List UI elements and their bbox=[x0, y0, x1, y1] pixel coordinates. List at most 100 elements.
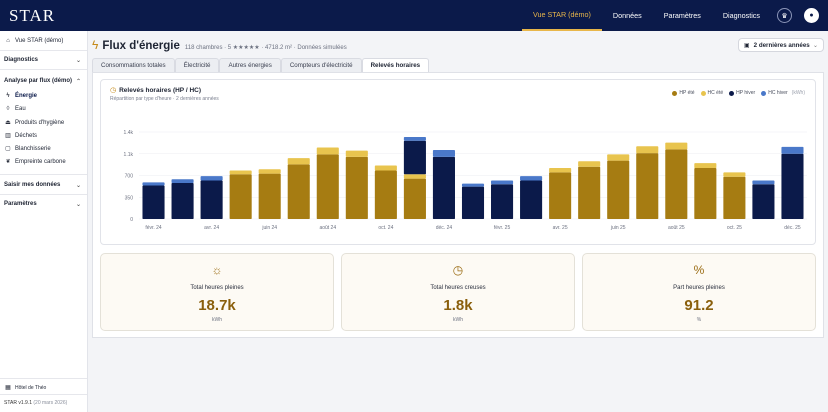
bar-segment bbox=[781, 153, 804, 219]
bar-segment bbox=[142, 185, 165, 219]
kpi-value: 1.8k bbox=[443, 297, 473, 314]
version-info: STAR v1.9.1 (20 mars 2026) bbox=[4, 400, 67, 406]
chevron-up-icon: ⌃ bbox=[75, 78, 81, 85]
sidebar-item-label: Énergie bbox=[15, 93, 38, 99]
chart-legend: HP été HC été HP hiver HC hiver (kWh) bbox=[666, 90, 805, 96]
bar-segment bbox=[403, 136, 426, 141]
sidebar-item-eau[interactable]: ◊ Eau bbox=[4, 106, 83, 112]
tab-electricite[interactable]: Électricité bbox=[174, 58, 220, 72]
sun-icon: ☼ bbox=[211, 263, 223, 277]
legend-label: HP été bbox=[679, 90, 695, 96]
bar-segment bbox=[345, 150, 368, 157]
bar-segment bbox=[578, 161, 601, 167]
calendar-icon: ▣ bbox=[744, 42, 750, 49]
kpi-value: 91.2 bbox=[684, 297, 714, 314]
section-label: Analyse par flux (démo) bbox=[4, 78, 73, 84]
sidebar-item-energie[interactable]: ϟ Énergie bbox=[4, 93, 83, 99]
bar-segment bbox=[520, 180, 543, 219]
app-logo[interactable]: STAR bbox=[9, 6, 56, 25]
legend-label: HC hiver bbox=[768, 90, 788, 96]
bar-segment bbox=[694, 163, 717, 169]
nav-diagnostics[interactable]: Diagnostics bbox=[722, 11, 760, 20]
sidebar-item-dechets[interactable]: ▥ Déchets bbox=[4, 132, 83, 140]
legend-item[interactable]: HC été bbox=[700, 90, 724, 96]
sidebar-item-blanchisserie[interactable]: ▢ Blanchisserie bbox=[4, 145, 83, 153]
bar-segment bbox=[432, 150, 455, 157]
x-tick-label: oct. 24 bbox=[378, 225, 393, 231]
bar-segment bbox=[403, 178, 426, 219]
kpi-label: Total heures creuses bbox=[430, 285, 486, 291]
bar-segment bbox=[665, 149, 688, 219]
y-tick-label: 350 bbox=[125, 195, 134, 201]
sidebar-item-hygiene[interactable]: ⏏ Produits d'hygiène bbox=[4, 119, 83, 127]
kpi-card-heures-pleines: ☼ Total heures pleines 18.7k kWh bbox=[100, 253, 334, 331]
bar-segment bbox=[752, 184, 775, 219]
crown-icon[interactable]: ♛ bbox=[777, 8, 792, 23]
bar-segment bbox=[723, 176, 746, 219]
bar-segment bbox=[520, 176, 543, 181]
sidebar-section-saisir[interactable]: Saisir mes données ⌄ bbox=[4, 182, 83, 189]
bar-segment bbox=[607, 160, 630, 219]
version-label: STAR v1.9.1 bbox=[4, 400, 32, 406]
legend-item[interactable]: HC hiver bbox=[761, 90, 788, 96]
legend-item[interactable]: HP hiver bbox=[729, 90, 755, 96]
clock-icon: ◷ bbox=[452, 263, 464, 277]
kpi-card-heures-creuses: ◷ Total heures creuses 1.8k kWh bbox=[341, 253, 575, 331]
chevron-down-icon: ⌄ bbox=[75, 182, 81, 189]
leaf-icon: ❦ bbox=[5, 159, 11, 165]
bar-segment bbox=[461, 186, 485, 219]
nav-donnees[interactable]: Données bbox=[612, 11, 642, 20]
tab-releves-horaires[interactable]: Relevés horaires bbox=[361, 58, 430, 72]
x-tick-label: avr. 24 bbox=[204, 225, 219, 231]
legend-swatch bbox=[761, 90, 767, 96]
legend-label: HC été bbox=[707, 90, 724, 96]
chart-card: ◷ Relevés horaires (HP / HC) Répartition… bbox=[100, 79, 816, 245]
tab-consommations[interactable]: Consommations totales bbox=[92, 58, 175, 72]
x-tick-label: juin 24 bbox=[261, 225, 277, 231]
bar-segment bbox=[345, 156, 368, 219]
tab-bar: Consommations totales Électricité Autres… bbox=[92, 58, 430, 72]
bar-segment bbox=[432, 156, 455, 219]
hotel-selector[interactable]: ▦ Hôtel de Théo bbox=[4, 384, 83, 392]
legend-unit: (kWh) bbox=[791, 90, 805, 96]
nav-vue-star[interactable]: Vue STAR (démo) bbox=[521, 0, 602, 31]
sidebar-item-vue-star[interactable]: ⌂ Vue STAR (démo) bbox=[4, 38, 83, 44]
legend-item[interactable]: HP été bbox=[672, 90, 695, 96]
sidebar-section-parametres[interactable]: Paramètres ⌄ bbox=[4, 201, 83, 208]
y-tick-label: 1.1k bbox=[124, 152, 134, 158]
bar-segment bbox=[374, 170, 397, 219]
sidebar-item-carbone[interactable]: ❦ Empreinte carbone bbox=[4, 158, 83, 166]
main-nav: Vue STAR (démo) Données Paramètres Diagn… bbox=[521, 0, 828, 31]
section-label: Saisir mes données bbox=[4, 182, 61, 188]
sidebar-section-diagnostics[interactable]: Diagnostics ⌄ bbox=[4, 57, 83, 64]
sidebar-section-analyse[interactable]: Analyse par flux (démo) ⌃ bbox=[4, 78, 83, 85]
bar-segment bbox=[200, 180, 223, 219]
chevron-down-icon: ⌄ bbox=[75, 57, 81, 64]
version-date: (20 mars 2026) bbox=[33, 400, 68, 406]
bar-segment bbox=[549, 172, 572, 219]
bar-segment bbox=[461, 183, 485, 187]
nav-parametres[interactable]: Paramètres bbox=[663, 11, 701, 20]
x-tick-label: déc. 25 bbox=[784, 225, 801, 231]
x-tick-label: juin 25 bbox=[610, 225, 626, 231]
hotel-icon: ▦ bbox=[5, 385, 11, 391]
section-label: Paramètres bbox=[4, 201, 37, 207]
user-avatar-icon[interactable]: ● bbox=[804, 8, 819, 23]
period-select[interactable]: ▣ 2 dernières années ⌄ bbox=[738, 38, 824, 52]
hotel-name: Hôtel de Théo bbox=[15, 384, 47, 391]
bar-segment bbox=[694, 168, 717, 219]
sidebar-item-label: Eau bbox=[15, 106, 26, 112]
home-icon: ⌂ bbox=[6, 38, 10, 44]
percent-icon: % bbox=[693, 263, 705, 277]
tab-autres-energies[interactable]: Autres énergies bbox=[219, 58, 281, 72]
y-tick-label: 1.4k bbox=[124, 130, 134, 136]
bar-segment bbox=[229, 174, 252, 219]
bolt-icon: ϟ bbox=[6, 93, 10, 99]
bar-segment bbox=[781, 146, 804, 154]
page-title: Flux d'énergie bbox=[102, 40, 180, 52]
tab-compteurs[interactable]: Compteurs d'électricité bbox=[280, 58, 362, 72]
bar-segment bbox=[200, 176, 223, 181]
kpi-unit: kWh bbox=[453, 317, 463, 323]
x-tick-label: avr. 25 bbox=[553, 225, 568, 231]
top-bar: STAR Vue STAR (démo) Données Paramètres … bbox=[0, 0, 828, 31]
